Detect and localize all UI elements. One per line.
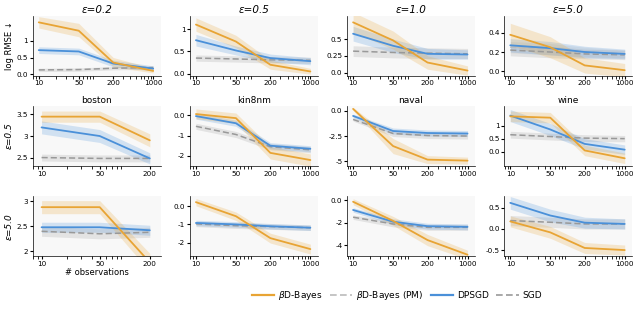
Y-axis label: log RMSE ↓: log RMSE ↓	[5, 21, 14, 70]
Y-axis label: ε=0.5: ε=0.5	[5, 123, 14, 149]
Legend: $\beta$D-Bayes, $\beta$D-Bayes (PM), DPSGD, SGD: $\beta$D-Bayes, $\beta$D-Bayes (PM), DPS…	[248, 285, 545, 305]
Title: boston: boston	[81, 96, 112, 105]
Title: wine: wine	[557, 96, 579, 105]
Title: kin8nm: kin8nm	[237, 96, 271, 105]
Title: ε=1.0: ε=1.0	[396, 5, 426, 15]
Title: ε=0.5: ε=0.5	[238, 5, 269, 15]
Title: ε=5.0: ε=5.0	[553, 5, 584, 15]
Title: ε=0.2: ε=0.2	[81, 5, 112, 15]
X-axis label: # observations: # observations	[65, 268, 129, 277]
Title: naval: naval	[399, 96, 423, 105]
Y-axis label: ε=5.0: ε=5.0	[5, 213, 14, 240]
